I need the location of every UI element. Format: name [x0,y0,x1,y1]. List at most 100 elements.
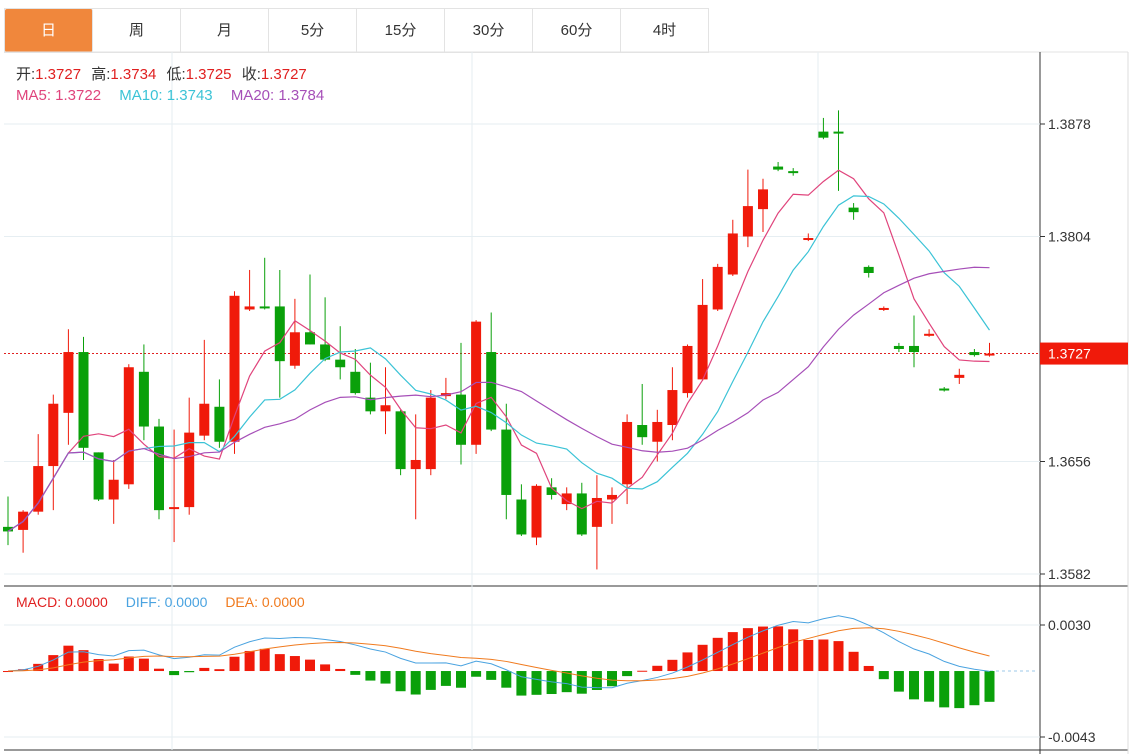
macd-bar [878,671,889,680]
macd-bar [833,641,844,672]
ma10-value: MA10: 1.3743 [119,87,213,104]
current-price-badge [1040,342,1128,365]
macd-bar [169,671,180,676]
dea-line [7,627,990,682]
candle-down [259,306,270,309]
macd-tick-label: 0.0030 [1048,617,1091,633]
tab-30min[interactable]: 30分 [445,9,533,52]
tab-month[interactable]: 月 [181,9,269,52]
macd-bar [727,632,738,672]
macd-bar [244,650,255,672]
tab-15min[interactable]: 15分 [357,9,445,52]
candle-up [591,497,602,527]
macd-bar [546,671,557,695]
macd-bar [395,671,406,692]
candle-up [803,238,814,241]
candle-down [3,526,13,532]
candle-up [380,405,391,412]
macd-bar [712,637,723,672]
ma10-line [7,195,990,532]
candle-down [637,425,648,438]
macd-bar [259,648,270,672]
macd-value: MACD: 0.0000 [16,594,108,610]
macd-bar [607,671,617,687]
candle-down [486,352,497,430]
candle-up [697,304,708,380]
tab-week[interactable]: 周 [93,9,181,52]
diff-line [7,615,990,689]
candle-up [712,266,723,310]
macd-bar [184,671,195,673]
candle-down [350,371,361,394]
ohlc-legend: 开:1.3727 高:1.3734 低:1.3725 收:1.3727 [16,63,313,84]
candle-down [365,397,376,412]
candle-up [622,421,633,485]
candle-up [758,189,768,210]
candle-up [123,367,134,485]
current-price-label: 1.3727 [1048,346,1091,362]
candle-up [48,403,59,467]
candle-down [78,352,89,448]
tab-day[interactable]: 日 [5,9,93,52]
candle-down [969,352,980,356]
candle-up [742,206,753,237]
ma20-line [7,266,990,532]
tab-5min[interactable]: 5分 [269,9,357,52]
macd-bar [199,667,210,672]
candle-up [169,507,180,510]
candle-up [199,403,210,436]
macd-bar [335,668,346,672]
macd-bar [773,626,784,672]
ma5-value: MA5: 1.3722 [16,87,102,104]
macd-bar [471,671,482,677]
candle-down [909,345,919,353]
macd-bar [939,671,950,708]
macd-bar [63,645,74,672]
macd-bar [456,671,466,688]
macd-bar [93,659,104,672]
price-tick-label: 1.3656 [1048,454,1091,470]
macd-bar [742,628,753,672]
macd-bar [969,671,980,706]
macd-bar [848,651,859,672]
macd-tick-label: -0.0043 [1048,729,1096,745]
candle-down [154,426,164,511]
macd-bar [652,665,663,672]
candle-up [667,390,678,426]
macd-bar [924,671,935,702]
macd-legend: MACD: 0.0000 DIFF: 0.0000 DEA: 0.0000 [16,594,311,610]
candle-up [108,479,119,500]
high-value: 1.3734 [110,66,157,83]
macd-bar [788,629,799,672]
tab-60min[interactable]: 60分 [533,9,621,52]
candle-up [878,307,889,310]
candle-up [954,374,965,378]
macd-bar [410,671,421,695]
macd-bar [425,671,436,690]
candle-up [607,494,617,500]
macd-bar [863,665,874,672]
open-label: 开: [16,66,36,83]
candle-down [214,406,225,442]
candle-down [456,394,466,445]
candle-down [833,131,844,134]
close-value: 1.3727 [260,66,307,83]
candle-up [531,485,542,538]
candle-down [516,499,527,535]
macd-bar [33,663,44,672]
macd-bar [591,671,602,690]
candle-down [335,359,346,368]
tab-4hour[interactable]: 4时 [621,9,709,52]
candle-down [93,452,104,500]
macd-bar [516,671,527,696]
candle-down [939,388,950,391]
candle-up [289,332,300,366]
macd-bar [274,654,285,672]
candle-down [848,207,859,213]
candle-down [818,131,829,138]
macd-bar [758,626,768,672]
candle-up [471,321,482,445]
candle-down [893,345,904,349]
